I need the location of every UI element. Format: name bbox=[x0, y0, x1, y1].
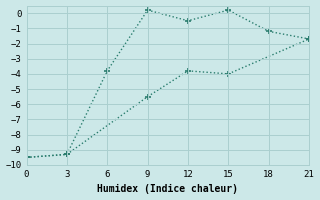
X-axis label: Humidex (Indice chaleur): Humidex (Indice chaleur) bbox=[97, 184, 238, 194]
